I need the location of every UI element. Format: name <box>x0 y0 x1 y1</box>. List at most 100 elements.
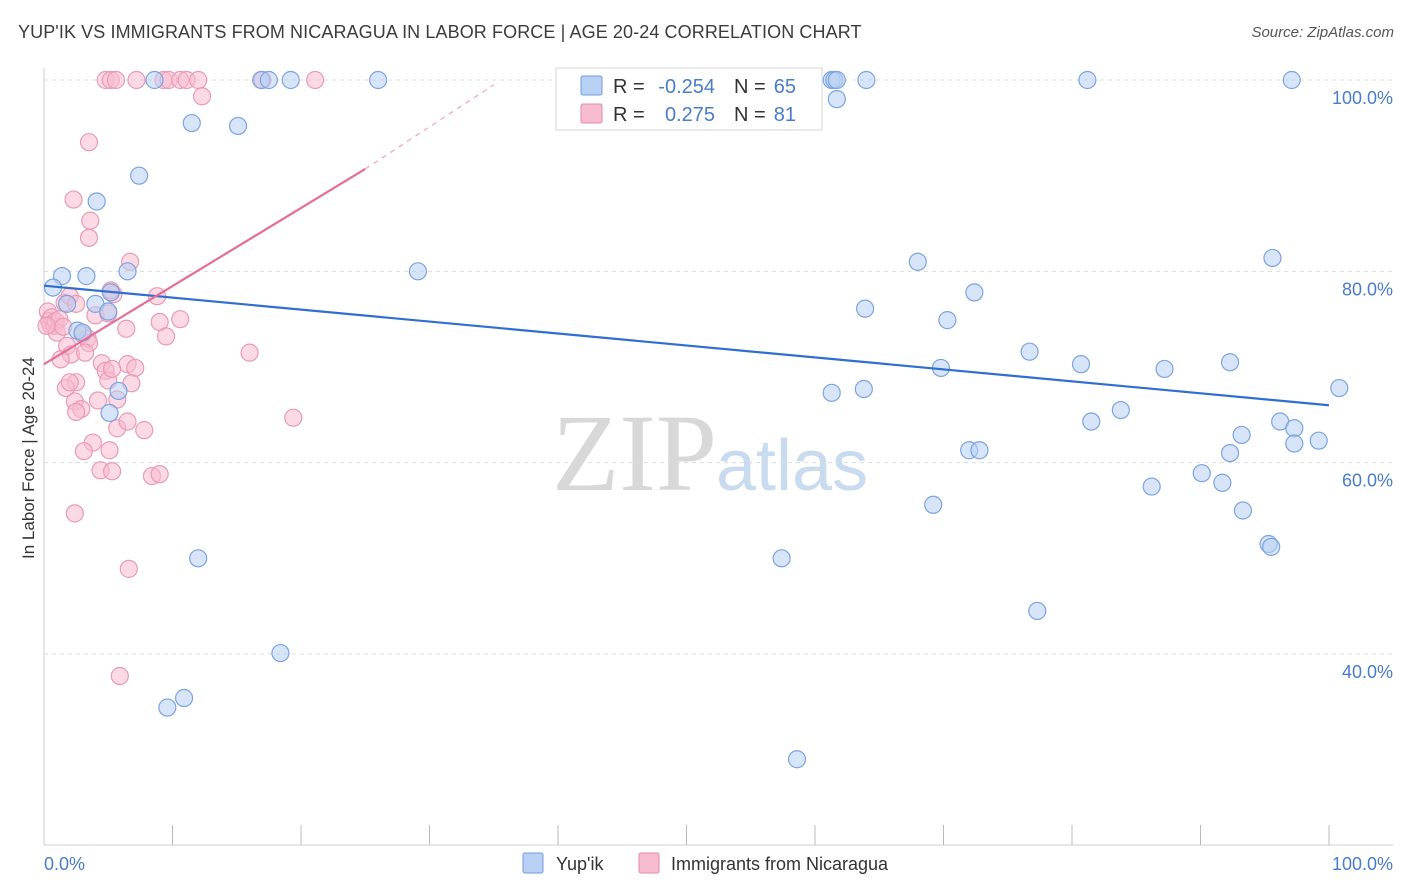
watermark-atlas: atlas <box>716 426 868 506</box>
nicaragua-point-52 <box>110 666 129 686</box>
y-tick-label-60: 60.0% <box>1342 471 1393 491</box>
yupik-point-58 <box>1285 434 1304 453</box>
nicaragua-point-51 <box>119 559 138 578</box>
yupik-point-36 <box>965 283 984 302</box>
nicaragua-point-26 <box>126 358 145 378</box>
yupik-point-51 <box>1142 477 1161 496</box>
chart-title: YUP'IK VS IMMIGRANTS FROM NICARAGUA IN L… <box>18 22 862 42</box>
yupik-point-11 <box>129 166 149 185</box>
yupik-point-19 <box>408 262 428 281</box>
yupik-point-60 <box>1233 501 1253 520</box>
nicaragua-point-31 <box>103 359 122 379</box>
yupik-point-1 <box>77 267 96 286</box>
nicaragua-point-55 <box>81 211 100 230</box>
yupik-point-3 <box>58 294 77 313</box>
yupik-point-53 <box>1213 473 1232 492</box>
yupik-point-6 <box>118 262 137 281</box>
nicaragua-point-54 <box>64 190 83 209</box>
yupik-point-38 <box>1020 342 1039 361</box>
yupik-point-54 <box>1220 444 1240 463</box>
series-yupik-points <box>43 70 1349 769</box>
nicaragua-trendline-extension <box>364 84 495 170</box>
bottom-legend-label-yupik: Yup'ik <box>556 854 604 874</box>
nicaragua-point-19 <box>76 343 95 362</box>
yupik-point-40 <box>1155 359 1174 379</box>
x-tick-label-min: 0.0% <box>44 854 85 874</box>
yupik-point-13 <box>228 116 248 136</box>
series-legend: Yup'ik Immigrants from Nicaragua <box>522 852 889 874</box>
legend-swatch-nicaragua <box>580 103 603 124</box>
x-tick-label-max: 100.0% <box>1332 854 1393 874</box>
bottom-legend-swatch-nicaragua <box>638 852 660 874</box>
yupik-point-18 <box>369 70 388 90</box>
nicaragua-point-56 <box>79 228 99 247</box>
yupik-point-57 <box>1285 419 1304 438</box>
legend-n-label-1: N = <box>734 76 766 98</box>
nicaragua-point-73 <box>306 70 325 90</box>
yupik-point-23 <box>271 643 290 663</box>
yupik-point-31 <box>857 70 876 90</box>
y-tick-label-80: 80.0% <box>1342 279 1393 299</box>
yupik-point-9 <box>73 323 92 342</box>
correlation-legend: R = -0.254 N = 65 R = 0.275 N = 81 <box>555 67 823 131</box>
legend-r-value-2: 0.275 <box>665 104 715 126</box>
y-tick-label-100: 100.0% <box>1332 88 1393 108</box>
nicaragua-point-24 <box>117 319 136 338</box>
nicaragua-point-44 <box>74 442 93 461</box>
source-credit: Source: ZipAtlas.com <box>1251 24 1394 41</box>
yupik-point-32 <box>1078 70 1097 90</box>
nicaragua-point-60 <box>171 310 190 329</box>
nicaragua-point-49 <box>150 465 169 484</box>
watermark: ZIP atlas <box>552 392 868 514</box>
bottom-legend-swatch-yupik <box>522 852 544 874</box>
nicaragua-point-53 <box>79 133 99 152</box>
yupik-point-20 <box>109 381 128 401</box>
yupik-point-34 <box>908 252 927 271</box>
yupik-point-14 <box>145 70 164 90</box>
yupik-point-10 <box>87 192 106 211</box>
nicaragua-point-41 <box>118 412 137 431</box>
y-tick-labels: 40.0% 60.0% 80.0% 100.0% <box>1332 88 1393 682</box>
yupik-point-64 <box>772 549 791 568</box>
yupik-point-50 <box>1111 400 1130 420</box>
yupik-point-45 <box>854 379 873 399</box>
yupik-point-21 <box>100 403 119 423</box>
yupik-point-48 <box>970 441 989 460</box>
yupik-point-62 <box>1262 537 1281 556</box>
nicaragua-point-9 <box>37 316 56 335</box>
yupik-point-16 <box>259 70 278 90</box>
nicaragua-point-63 <box>284 408 303 427</box>
yupik-point-12 <box>182 113 201 133</box>
yupik-point-17 <box>281 70 300 90</box>
yupik-point-55 <box>1232 425 1251 445</box>
yupik-point-22 <box>189 549 208 568</box>
nicaragua-point-66 <box>106 70 126 90</box>
legend-swatch-yupik <box>580 75 603 96</box>
nicaragua-point-67 <box>127 70 146 90</box>
nicaragua-point-45 <box>100 441 119 460</box>
series-nicaragua-points <box>37 70 325 686</box>
yupik-point-33 <box>1282 70 1301 90</box>
yupik-point-44 <box>822 383 841 402</box>
x-ticks <box>172 825 1330 845</box>
trendlines <box>43 84 1330 407</box>
yupik-point-52 <box>1192 464 1211 483</box>
nicaragua-point-47 <box>103 462 122 481</box>
watermark-zip: ZIP <box>552 392 717 514</box>
legend-n-label-2: N = <box>734 104 766 126</box>
yupik-point-39 <box>1071 355 1091 374</box>
legend-n-value-2: 81 <box>774 104 796 126</box>
yupik-point-43 <box>1330 378 1349 398</box>
yupik-point-7 <box>99 302 118 321</box>
nicaragua-trendline <box>43 168 366 366</box>
y-tick-label-40: 40.0% <box>1342 662 1393 682</box>
y-axis-label: In Labor Force | Age 20-24 <box>19 357 38 559</box>
legend-r-label-2: R = <box>613 104 645 126</box>
yupik-point-59 <box>1309 431 1328 450</box>
yupik-point-66 <box>787 750 807 769</box>
nicaragua-point-62 <box>240 343 259 362</box>
legend-r-label-1: R = <box>613 76 645 98</box>
bottom-legend-label-nicaragua: Immigrants from Nicaragua <box>671 854 889 874</box>
yupik-trendline <box>43 284 1330 407</box>
